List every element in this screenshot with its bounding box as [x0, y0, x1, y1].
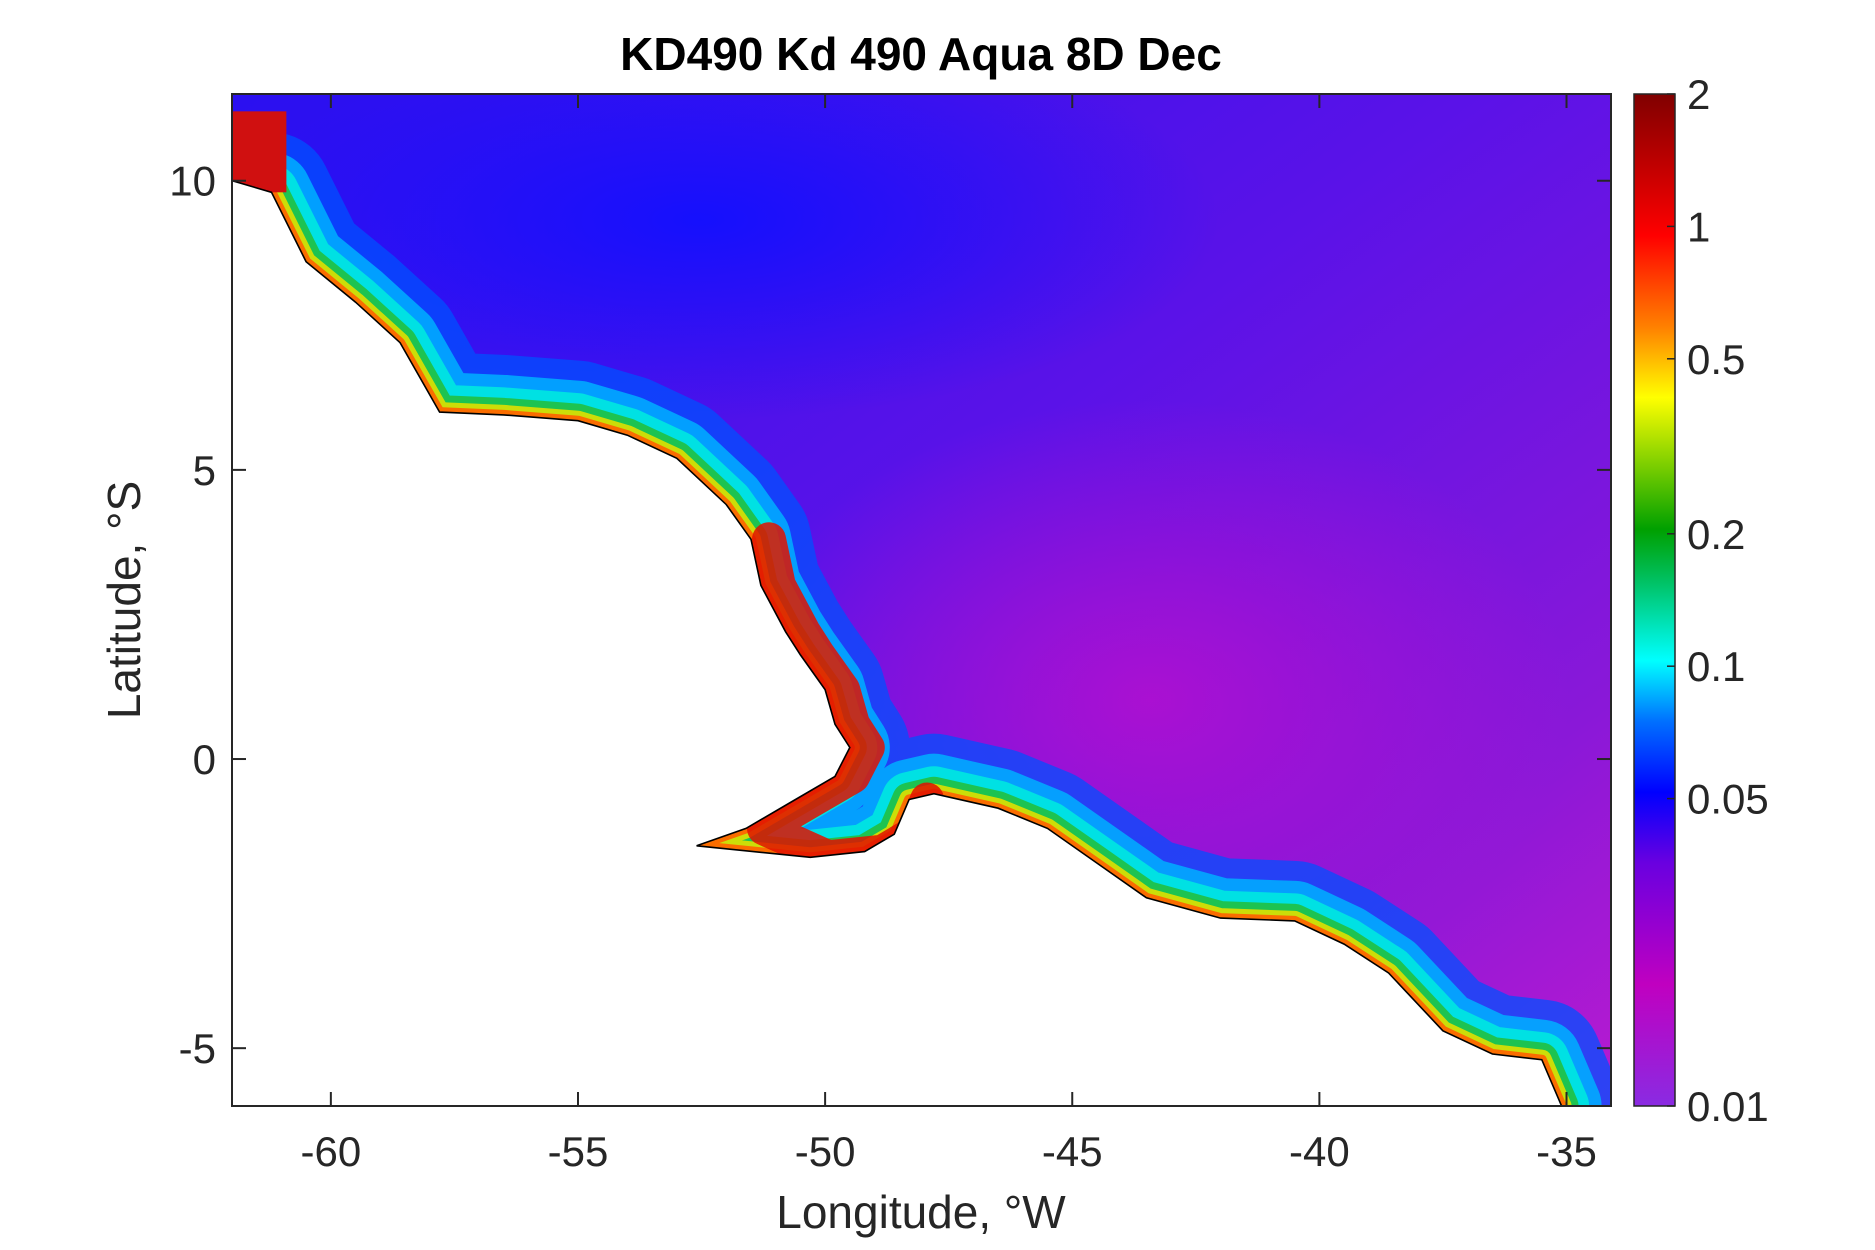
colorbar-tick-label: 0.05: [1687, 776, 1769, 823]
y-axis-ticks: -5 0 5 10: [169, 158, 1611, 1072]
kd490-heatmap: [232, 94, 1611, 1106]
colorbar-tick-label: 0.1: [1687, 643, 1745, 690]
x-axis-ticks: -60 -55 -50 -45 -40 -35: [301, 94, 1597, 1175]
orinoco-turbid-patch: [232, 111, 287, 193]
colorbar-tick-label: 2: [1687, 71, 1710, 118]
y-tick-label: 0: [193, 736, 216, 783]
x-tick-label: -35: [1536, 1128, 1597, 1175]
colorbar-tick-label: 0.5: [1687, 336, 1745, 383]
x-axis-label: Longitude, °W: [776, 1186, 1066, 1238]
y-tick-label: 5: [193, 447, 216, 494]
x-tick-label: -40: [1289, 1128, 1350, 1175]
y-tick-label: -5: [179, 1025, 216, 1072]
colorbar: [1633, 93, 1676, 1107]
y-axis-label: Latitude, °S: [98, 481, 150, 719]
x-tick-label: -60: [301, 1128, 362, 1175]
chart-title: KD490 Kd 490 Aqua 8D Dec: [620, 28, 1222, 80]
x-tick-label: -50: [795, 1128, 856, 1175]
y-tick-label: 10: [169, 158, 216, 205]
blue-northern-region: [232, 94, 1220, 420]
x-tick-label: -45: [1042, 1128, 1103, 1175]
colorbar-tick-label: 1: [1687, 203, 1710, 250]
axes-frame: [231, 93, 1612, 1107]
land-mass: [232, 179, 1563, 1106]
x-tick-label: -55: [548, 1128, 609, 1175]
colorbar-tick-label: 0.01: [1687, 1083, 1769, 1130]
colorbar-tick-label: 0.2: [1687, 511, 1745, 558]
colorbar-ticks: 0.01 0.05 0.1 0.2 0.5 1 2: [1667, 71, 1769, 1130]
